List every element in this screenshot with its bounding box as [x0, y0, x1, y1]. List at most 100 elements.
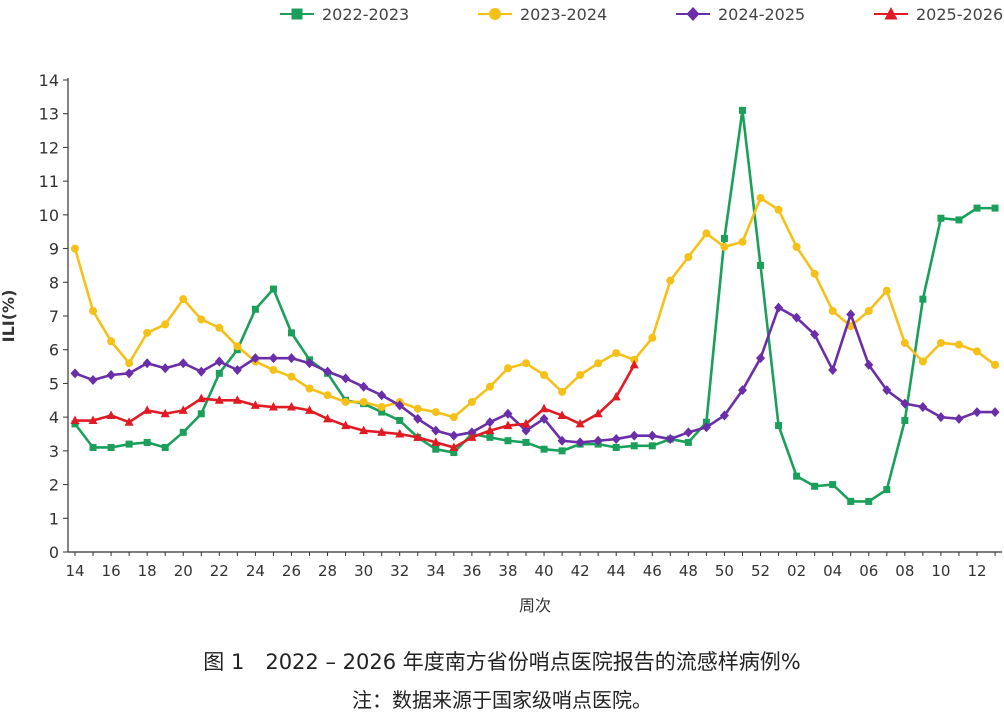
data-point — [378, 408, 386, 416]
y-tick-label: 7 — [49, 307, 59, 326]
x-tick-label: 36 — [462, 562, 481, 580]
data-point — [250, 353, 260, 364]
y-axis-label: ILI(%) — [0, 290, 18, 343]
data-point — [179, 295, 188, 304]
data-point — [449, 430, 459, 441]
y-tick-label: 12 — [39, 138, 59, 157]
data-point — [359, 425, 369, 435]
y-tick-label: 6 — [49, 341, 59, 360]
x-tick-label: 40 — [534, 562, 553, 580]
data-point — [467, 432, 477, 441]
data-point — [286, 402, 296, 411]
data-point — [576, 371, 585, 379]
data-point — [413, 413, 423, 424]
y-tick-label: 10 — [39, 206, 59, 225]
data-point — [611, 434, 621, 445]
data-point — [720, 242, 729, 251]
data-point — [792, 242, 801, 251]
data-point — [918, 357, 927, 366]
data-point — [160, 363, 170, 374]
data-point — [449, 442, 459, 451]
x-tick-label: 48 — [679, 562, 698, 580]
data-point — [811, 482, 819, 490]
data-point — [450, 449, 458, 457]
data-point — [395, 400, 405, 411]
x-tick-label: 28 — [318, 562, 337, 580]
data-point — [539, 403, 549, 413]
data-point — [431, 425, 441, 436]
data-point — [485, 417, 495, 428]
data-point — [774, 205, 783, 214]
data-point — [828, 364, 838, 375]
legend-label: 2023-2024 — [520, 5, 607, 24]
data-point — [377, 403, 386, 412]
data-point — [214, 356, 224, 367]
data-point — [593, 408, 603, 418]
data-point — [341, 397, 350, 406]
data-point — [973, 347, 981, 356]
data-point — [630, 442, 638, 450]
y-tick-label: 4 — [49, 408, 59, 427]
data-point — [774, 302, 784, 313]
series-line — [73, 196, 996, 419]
x-tick-label: 52 — [751, 562, 770, 580]
data-point — [269, 365, 278, 374]
data-point — [107, 337, 116, 346]
y-tick-label: 2 — [49, 476, 59, 495]
data-point — [612, 349, 621, 358]
data-point — [287, 372, 296, 381]
figure-caption: 图 1 2022 – 2026 年度南方省份哨点医院报告的流感样病例% — [203, 650, 801, 674]
x-tick-label: 30 — [354, 562, 373, 580]
data-point — [900, 338, 909, 347]
data-point — [648, 442, 656, 450]
data-point — [142, 405, 152, 414]
data-point — [647, 430, 657, 441]
data-point — [540, 371, 549, 379]
data-point — [125, 440, 133, 448]
x-tick-label: 38 — [498, 562, 517, 580]
data-point — [991, 360, 1000, 369]
data-point — [990, 407, 1000, 418]
series-line — [74, 306, 996, 444]
data-point — [161, 320, 170, 329]
x-tick-label: 14 — [65, 562, 84, 580]
data-point — [756, 353, 766, 364]
data-point — [521, 425, 531, 436]
data-point — [738, 106, 746, 114]
data-point — [413, 404, 422, 413]
data-point — [665, 434, 675, 445]
data-point — [214, 395, 224, 404]
data-point — [504, 437, 512, 445]
legend-label: 2025-2026 — [916, 5, 1003, 24]
legend-item: 2025-2026 — [874, 5, 1003, 24]
data-point — [936, 338, 945, 347]
legend-marker-circle-icon — [489, 8, 501, 20]
data-point — [955, 216, 963, 224]
x-tick-label: 22 — [210, 562, 229, 580]
data-point — [359, 397, 368, 406]
data-point — [936, 412, 946, 423]
series-line — [73, 109, 996, 503]
data-point — [900, 398, 910, 409]
data-point — [558, 387, 567, 396]
data-point — [143, 438, 151, 446]
data-point — [232, 364, 242, 375]
data-point — [70, 415, 80, 425]
data-point — [864, 306, 873, 315]
data-point — [431, 437, 441, 446]
series-2025-2026 — [70, 359, 639, 451]
data-point — [395, 429, 405, 438]
y-tick-label: 1 — [49, 509, 59, 528]
y-tick-label: 0 — [49, 543, 59, 562]
data-point — [882, 385, 892, 396]
data-point — [684, 253, 693, 261]
data-point — [702, 418, 710, 426]
data-point — [467, 427, 477, 438]
data-point — [918, 402, 928, 413]
data-point — [557, 410, 567, 419]
data-point — [954, 340, 963, 349]
data-point — [883, 486, 891, 494]
data-point — [413, 432, 423, 441]
x-tick-label: 24 — [246, 562, 265, 580]
